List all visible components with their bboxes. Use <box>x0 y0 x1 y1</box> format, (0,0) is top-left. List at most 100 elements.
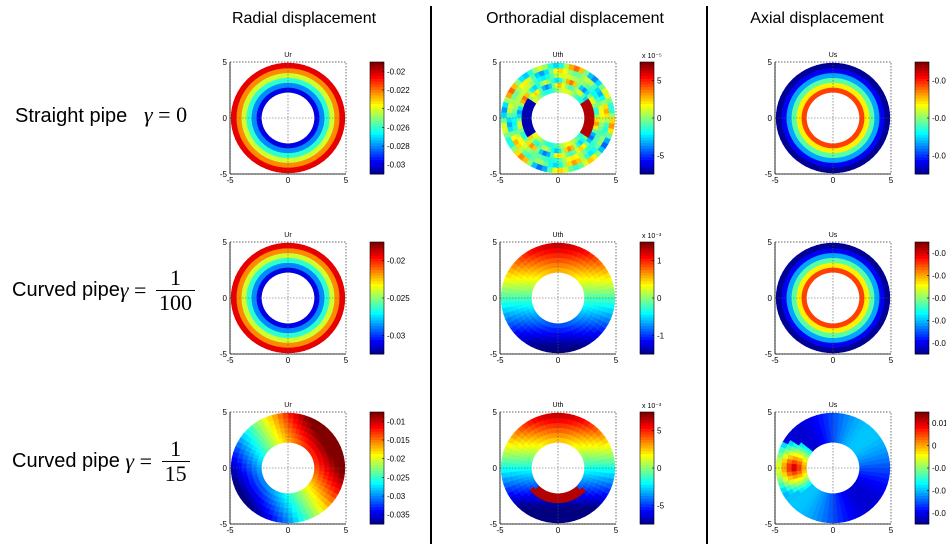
colorbar-tick-label: 0.01 <box>932 419 946 428</box>
y-tick-label: -5 <box>220 520 228 529</box>
colorbar-tick-label: -0.03 <box>387 492 406 501</box>
gamma-value: 0 <box>176 102 188 127</box>
colorbar-tick-label: -0.028 <box>387 142 410 151</box>
colorbar-exponent: x 10⁻⁵ <box>642 53 662 60</box>
x-tick-label: 5 <box>344 176 349 185</box>
x-tick-label: -5 <box>496 356 504 365</box>
x-tick-label: 0 <box>831 526 836 535</box>
x-tick-label: 0 <box>286 176 291 185</box>
row-label-curved-15: Curved pipe γ = 1 15 <box>12 437 190 486</box>
colorbar-tick-label: -0.015 <box>932 294 946 303</box>
x-tick-label: -5 <box>771 526 779 535</box>
colorbar-tick-label: -0.01 <box>932 272 946 281</box>
plot-panel-axial-curved-100: Us -5-5 0 0 5 5 -0.005 -0.01 -0.015 -0.02 -0.025 <box>765 232 946 365</box>
x-tick-label: 5 <box>889 356 894 365</box>
plot-axes <box>229 411 347 525</box>
gamma-fraction: 1 100 <box>156 266 195 315</box>
colorbar <box>369 241 385 355</box>
equals-sign: = <box>139 448 152 474</box>
colorbar-tick-label: -0.022 <box>387 86 410 95</box>
colorbar-tick-label: -0.02 <box>932 151 946 160</box>
x-tick-label: 5 <box>889 526 894 535</box>
gamma-symbol: γ <box>119 277 129 303</box>
y-tick-label: -5 <box>765 520 773 529</box>
y-tick-label: 5 <box>493 58 498 67</box>
y-tick-label: -5 <box>220 170 228 179</box>
displacement-ring <box>230 412 346 524</box>
x-tick-label: 5 <box>614 526 619 535</box>
displacement-ring <box>500 412 616 524</box>
displacement-ring <box>775 62 891 174</box>
plot-axes <box>229 241 347 355</box>
fraction-numerator: 1 <box>161 437 190 462</box>
colorbar-tick-label: -0.024 <box>387 105 410 114</box>
plot-panel-axial-straight: Us -5-5 0 0 5 5 -0.01 -0.015 -0.02 <box>765 52 946 185</box>
plot-title: Uth <box>553 402 564 409</box>
y-tick-label: -5 <box>765 350 773 359</box>
x-tick-label: 5 <box>344 356 349 365</box>
x-tick-label: 0 <box>286 356 291 365</box>
colorbar <box>369 411 385 525</box>
plot-title: Uth <box>553 232 564 239</box>
y-tick-label: 0 <box>223 294 228 303</box>
x-tick-label: 5 <box>889 176 894 185</box>
colorbar-tick-label: -0.01 <box>387 417 406 426</box>
y-tick-label: 5 <box>768 58 773 67</box>
colorbar-tick-label: -0.025 <box>387 473 410 482</box>
colorbar-tick-label: 0 <box>657 114 662 123</box>
plot-title: Ur <box>284 402 292 409</box>
y-tick-label: -5 <box>490 520 498 529</box>
colorbar-tick-label: -0.02 <box>932 486 946 495</box>
colorbar-tick-label: -0.025 <box>932 339 946 348</box>
gamma-fraction: 1 15 <box>161 437 190 486</box>
colorbar-tick-label: 0 <box>932 442 937 451</box>
colorbar-tick-label: -0.02 <box>387 257 406 266</box>
y-tick-label: 0 <box>768 464 773 473</box>
plot-panel-radial-curved-100: Ur -5-5 0 0 5 5 -0.02 -0.025 -0.03 <box>220 232 410 365</box>
x-tick-label: 0 <box>556 356 561 365</box>
plot-title: Uth <box>553 52 564 59</box>
plot-panel-axial-curved-15: Us -5-5 0 0 5 5 0.01 0 -0.01 -0.02 -0.03 <box>765 402 946 535</box>
colorbar-tick-label: -0.03 <box>932 509 946 518</box>
x-tick-label: 0 <box>831 176 836 185</box>
colorbar-tick-label: -0.01 <box>932 464 946 473</box>
colorbar-tick-label: -0.01 <box>932 77 946 86</box>
column-title-orthoradial: Orthoradial displacement <box>486 10 664 27</box>
x-tick-label: -5 <box>771 356 779 365</box>
y-tick-label: -5 <box>765 170 773 179</box>
colorbar <box>639 411 655 525</box>
displacement-ring <box>230 242 346 354</box>
plot-panel-orthoradial-curved-100: Uth -5-5 0 0 5 5 1 0 -1 x 10⁻³ <box>490 232 665 365</box>
colorbar <box>914 411 930 525</box>
y-tick-label: 5 <box>223 58 228 67</box>
y-tick-label: 0 <box>223 464 228 473</box>
colorbar-tick-label: 5 <box>657 77 662 86</box>
fraction-denominator: 15 <box>164 461 187 486</box>
y-tick-label: 0 <box>768 114 773 123</box>
y-tick-label: 5 <box>768 408 773 417</box>
colorbar-tick-label: 5 <box>657 427 662 436</box>
colorbar-tick-label: -0.02 <box>387 67 406 76</box>
y-tick-label: 0 <box>493 114 498 123</box>
x-tick-label: 5 <box>614 176 619 185</box>
plot-axes <box>499 241 617 355</box>
colorbar <box>639 241 655 355</box>
colorbar-tick-label: -0.015 <box>387 436 410 445</box>
x-tick-label: -5 <box>226 526 234 535</box>
colorbar <box>639 61 655 175</box>
row-label-text: Curved pipe <box>12 279 120 301</box>
colorbar-tick-label: -0.005 <box>932 249 946 258</box>
colorbar-tick-label: -0.02 <box>387 455 406 464</box>
x-tick-label: 0 <box>556 176 561 185</box>
colorbar-tick-label: -0.035 <box>387 511 410 520</box>
plot-axes <box>774 411 892 525</box>
colorbar-tick-label: -0.02 <box>932 316 946 325</box>
colorbar-exponent: x 10⁻³ <box>642 403 662 410</box>
y-tick-label: -5 <box>490 350 498 359</box>
plot-panel-radial-straight: Ur -5-5 0 0 5 5 -0.02 -0.022 -0.024 -0.026 -0.028 -… <box>220 52 410 185</box>
colorbar-tick-label: -0.03 <box>387 161 406 170</box>
y-tick-label: 0 <box>223 114 228 123</box>
plot-axes <box>499 61 617 175</box>
colorbar-tick-label: -0.015 <box>932 114 946 123</box>
